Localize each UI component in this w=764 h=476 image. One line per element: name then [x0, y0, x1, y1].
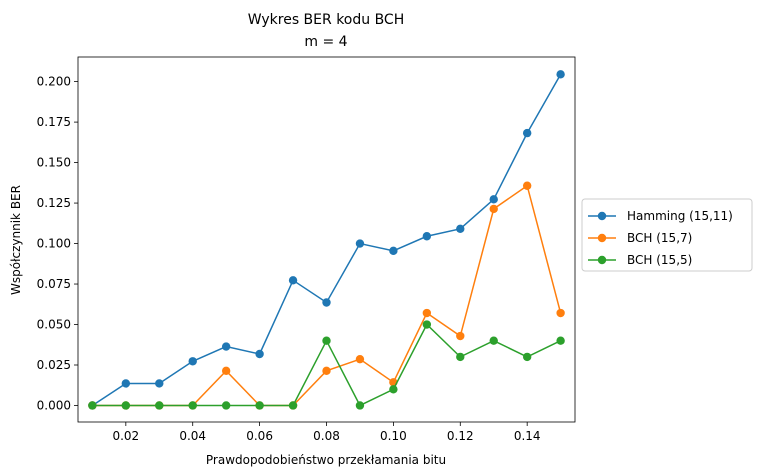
data-point: [556, 336, 565, 345]
data-point: [456, 331, 465, 341]
x-tick-label: 0.10: [380, 429, 407, 443]
data-point: [389, 246, 398, 256]
legend-item: BCH (15,7): [588, 231, 692, 245]
data-point: [155, 379, 164, 388]
data-point: [188, 357, 197, 366]
data-point: [255, 349, 264, 359]
x-axis-label: Prawdopodobieństwo przekłamania bitu: [206, 453, 446, 467]
data-point: [322, 366, 331, 376]
legend: Hamming (15,11) BCH (15,7) BCH (15,5): [581, 198, 753, 272]
data-point: [522, 181, 532, 190]
series-2: [88, 181, 565, 410]
data-point: [489, 195, 498, 204]
legend-item: Hamming (15,11): [588, 209, 733, 223]
data-point: [456, 224, 465, 234]
data-point: [556, 308, 565, 318]
data-point: [322, 298, 331, 307]
legend-marker: [597, 233, 607, 243]
y-axis-label: Współczynnik BER: [9, 185, 23, 295]
x-tick-label: 0.06: [246, 429, 273, 443]
y-tick-label: 0.125: [37, 196, 71, 210]
data-point: [389, 385, 398, 394]
y-tick-label: 0.100: [37, 237, 71, 251]
series-1: [88, 70, 565, 410]
data-point: [355, 239, 365, 248]
data-point: [288, 276, 298, 285]
data-point: [188, 401, 197, 410]
series-layer: [88, 70, 565, 410]
x-tick-label: 0.14: [514, 429, 541, 443]
data-point: [489, 336, 498, 345]
data-point: [556, 70, 565, 79]
legend-frame: [581, 198, 753, 272]
legend-item: BCH (15,5): [588, 253, 692, 267]
data-point: [155, 401, 164, 410]
y-tick-label: 0.000: [37, 398, 71, 412]
x-tick-label: 0.08: [313, 429, 340, 443]
y-tick-label: 0.050: [37, 318, 71, 332]
data-point: [221, 366, 231, 376]
data-point: [255, 401, 264, 410]
x-axis: 0.02 0.04 0.06 0.08 0.10 0.12 0.14: [112, 422, 541, 443]
data-point: [456, 352, 465, 362]
x-tick-label: 0.12: [447, 429, 474, 443]
x-tick-label: 0.04: [179, 429, 206, 443]
legend-marker: [597, 211, 607, 221]
data-point: [221, 401, 231, 410]
data-point: [422, 232, 432, 241]
data-point: [522, 352, 532, 362]
data-point: [288, 401, 298, 410]
y-tick-label: 0.175: [37, 115, 71, 129]
data-point: [522, 128, 532, 138]
data-point: [88, 401, 97, 410]
data-point: [489, 204, 498, 214]
x-tick-label: 0.02: [112, 429, 139, 443]
legend-label: BCH (15,5): [627, 253, 692, 267]
chart-subtitle: m = 4: [304, 34, 347, 50]
data-point: [355, 354, 365, 364]
chart-title: Wykres BER kodu BCH: [248, 12, 404, 28]
y-tick-label: 0.150: [37, 156, 71, 170]
data-point: [422, 320, 432, 329]
data-point: [355, 401, 365, 410]
data-point: [121, 401, 131, 410]
y-tick-label: 0.075: [37, 277, 71, 291]
series-line: [91, 73, 562, 407]
data-point: [422, 308, 432, 318]
data-point: [221, 342, 231, 351]
y-tick-label: 0.200: [37, 75, 71, 89]
legend-marker: [597, 255, 607, 265]
y-axis: 0.000 0.025 0.050 0.075 0.100 0.125 0.150 0.175…: [37, 75, 78, 412]
legend-label: BCH (15,7): [627, 231, 692, 245]
series-3: [88, 320, 565, 410]
data-point: [121, 379, 131, 388]
legend-label: Hamming (15,11): [627, 209, 733, 223]
y-tick-label: 0.025: [37, 358, 71, 372]
data-point: [322, 336, 331, 345]
